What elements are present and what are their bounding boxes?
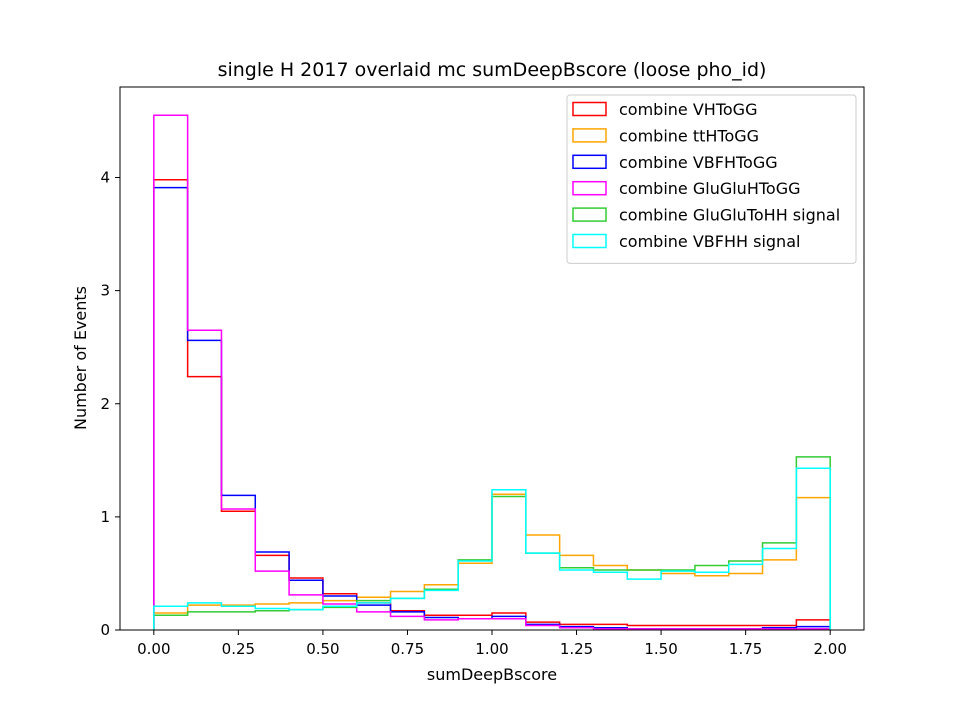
y-tick-label: 1 — [100, 508, 110, 526]
y-tick-label: 0 — [100, 621, 110, 639]
legend-label: combine GluGluHToGG — [619, 179, 800, 198]
x-tick-label: 1.50 — [644, 640, 677, 658]
y-tick-label: 4 — [100, 169, 110, 187]
x-tick-label: 0.50 — [306, 640, 339, 658]
legend-label: combine GluGluToHH signal — [619, 206, 840, 225]
series-5-outline — [153, 467, 831, 630]
y-axis-label: Number of Events — [71, 286, 90, 430]
legend-label: combine VBFHToGG — [619, 153, 778, 172]
x-axis-label: sumDeepBscore — [427, 665, 557, 684]
legend-label: combine VHToGG — [619, 100, 757, 119]
legend-swatch — [572, 233, 607, 249]
x-tick-label: 1.00 — [475, 640, 508, 658]
y-tick-label: 3 — [100, 282, 110, 300]
legend-label: combine VBFHH signal — [619, 232, 800, 251]
x-tick-label: 2.00 — [813, 640, 846, 658]
x-tick-label: 0.00 — [137, 640, 170, 658]
x-tick-label: 0.75 — [391, 640, 424, 658]
series-0-outline — [153, 179, 831, 630]
legend: combine VHToGG combine ttHToGG combine VBF… — [566, 94, 857, 264]
y-axis: 0 1 2 3 4 — [100, 169, 120, 639]
x-tick-label: 1.75 — [729, 640, 762, 658]
x-tick-label: 0.25 — [222, 640, 255, 658]
legend-swatch — [572, 207, 607, 222]
series-3-outline — [153, 114, 831, 630]
legend-swatch — [572, 180, 607, 196]
legend-swatch — [572, 101, 607, 117]
x-tick-label: 1.25 — [560, 640, 593, 658]
legend-frame — [566, 94, 857, 264]
y-tick-label: 2 — [100, 395, 110, 413]
series-layer — [153, 114, 831, 630]
legend-swatch — [572, 154, 607, 170]
legend-swatch — [572, 128, 607, 143]
legend-label: combine ttHToGG — [619, 126, 759, 145]
chart-title: single H 2017 overlaid mc sumDeepBscore … — [218, 59, 767, 81]
x-axis: 0.00 0.25 0.50 0.75 1.00 1.25 1.50 1.75 2.00 — [137, 630, 847, 658]
